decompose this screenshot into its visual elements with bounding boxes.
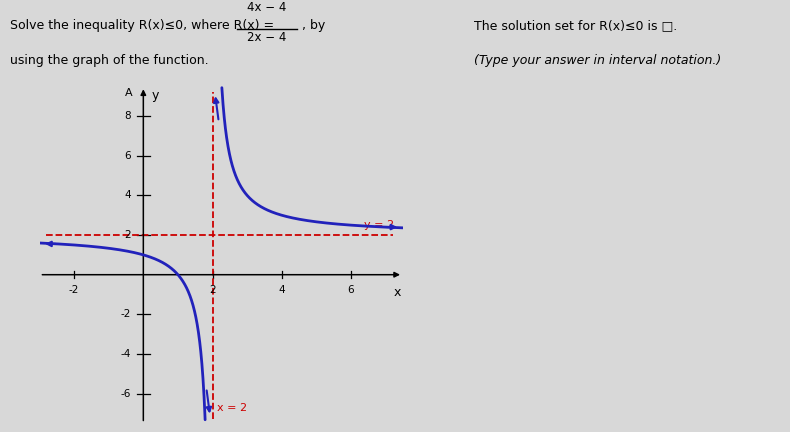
Text: The solution set for R(x)≤0 is □.: The solution set for R(x)≤0 is □. xyxy=(474,19,677,32)
Text: 4: 4 xyxy=(125,191,131,200)
Text: (Type your answer in interval notation.): (Type your answer in interval notation.) xyxy=(474,54,721,67)
Text: -4: -4 xyxy=(121,349,131,359)
Text: x: x xyxy=(394,286,401,299)
Text: 2x − 4: 2x − 4 xyxy=(247,31,287,44)
Text: , by: , by xyxy=(302,19,325,32)
Text: y = 2: y = 2 xyxy=(364,220,394,230)
Text: Solve the inequality R(x)≤0, where R(x) =: Solve the inequality R(x)≤0, where R(x) … xyxy=(10,19,274,32)
Text: 4: 4 xyxy=(278,285,285,295)
Text: -2: -2 xyxy=(121,309,131,319)
Text: x = 2: x = 2 xyxy=(216,403,246,413)
Text: 6: 6 xyxy=(348,285,354,295)
Text: 2: 2 xyxy=(209,285,216,295)
Text: -6: -6 xyxy=(121,389,131,399)
Text: A: A xyxy=(126,89,133,98)
Text: 8: 8 xyxy=(125,111,131,121)
Text: 4x − 4: 4x − 4 xyxy=(247,1,287,14)
Text: -2: -2 xyxy=(69,285,79,295)
Text: 6: 6 xyxy=(125,151,131,161)
Text: 2: 2 xyxy=(125,230,131,240)
Text: y: y xyxy=(152,89,160,102)
Text: using the graph of the function.: using the graph of the function. xyxy=(10,54,209,67)
